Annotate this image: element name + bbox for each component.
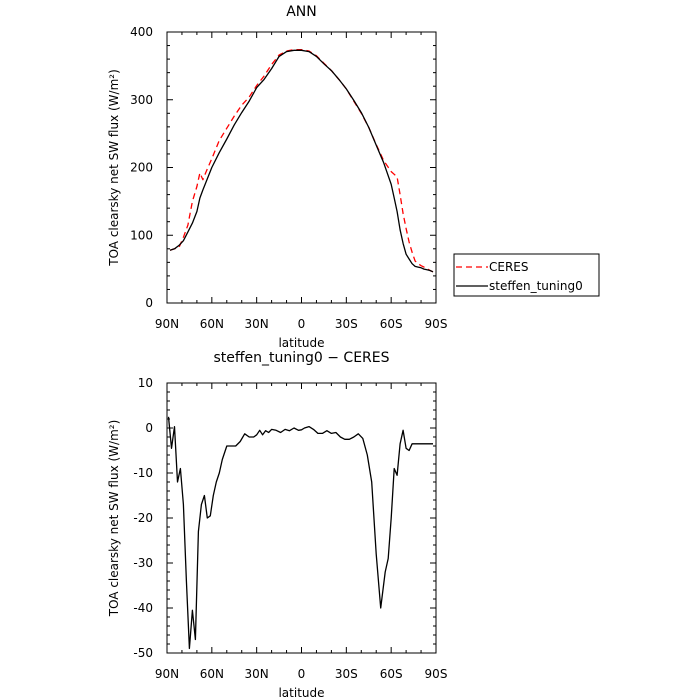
x-tick-label: 90N	[155, 667, 179, 681]
x-tick-label: 0	[298, 667, 306, 681]
y-tick-label: 200	[130, 161, 153, 175]
x-axis-label: latitude	[278, 336, 324, 350]
y-tick-label: -20	[133, 511, 153, 525]
y-tick-label: 10	[138, 376, 153, 390]
y-axis-label: TOA clearsky net SW flux (W/m²)	[107, 420, 121, 618]
x-tick-label: 90S	[425, 667, 448, 681]
ceres-line	[169, 48, 434, 273]
legend-label: steffen_tuning0	[489, 279, 583, 293]
y-tick-label: -40	[133, 601, 153, 615]
y-tick-label: 300	[130, 93, 153, 107]
y-tick-label: -30	[133, 556, 153, 570]
x-tick-label: 30N	[245, 667, 269, 681]
x-tick-label: 90S	[425, 317, 448, 331]
x-tick-label: 60N	[200, 317, 224, 331]
x-tick-label: 90N	[155, 317, 179, 331]
x-axis-label: latitude	[278, 686, 324, 700]
x-tick-label: 30N	[245, 317, 269, 331]
y-tick-label: -10	[133, 466, 153, 480]
x-tick-label: 30S	[335, 317, 358, 331]
difference-line	[167, 416, 433, 650]
steffen-tuning0-line	[169, 49, 434, 273]
legend-label: CERES	[489, 260, 529, 274]
legend-box	[453, 253, 600, 297]
y-tick-label: 0	[145, 421, 153, 435]
y-tick-label: 400	[130, 25, 153, 39]
x-tick-label: 0	[298, 317, 306, 331]
x-tick-label: 30S	[335, 667, 358, 681]
y-tick-label: 100	[130, 228, 153, 242]
x-tick-label: 60S	[380, 667, 403, 681]
difference-panel: 90N 60N 30N 0 30S 60S 90S -50 -40 -30 -20 -10 0 10 ste…	[107, 350, 447, 700]
y-tick-label: 0	[145, 296, 153, 310]
flux-panel: 90N 60N 30N 0 30S 60S 90S 0 100 200 300 400 ANN latit…	[107, 4, 447, 350]
chart-title: ANN	[286, 4, 317, 20]
x-tick-label: 60N	[200, 667, 224, 681]
x-tick-label: 60S	[380, 317, 403, 331]
y-tick-label: -50	[133, 646, 153, 660]
y-axis-label: TOA clearsky net SW flux (W/m²)	[107, 69, 121, 267]
legend: CERES steffen_tuning0	[453, 253, 600, 297]
chart-title: steffen_tuning0 − CERES	[213, 350, 389, 366]
plot-frame	[166, 31, 437, 304]
